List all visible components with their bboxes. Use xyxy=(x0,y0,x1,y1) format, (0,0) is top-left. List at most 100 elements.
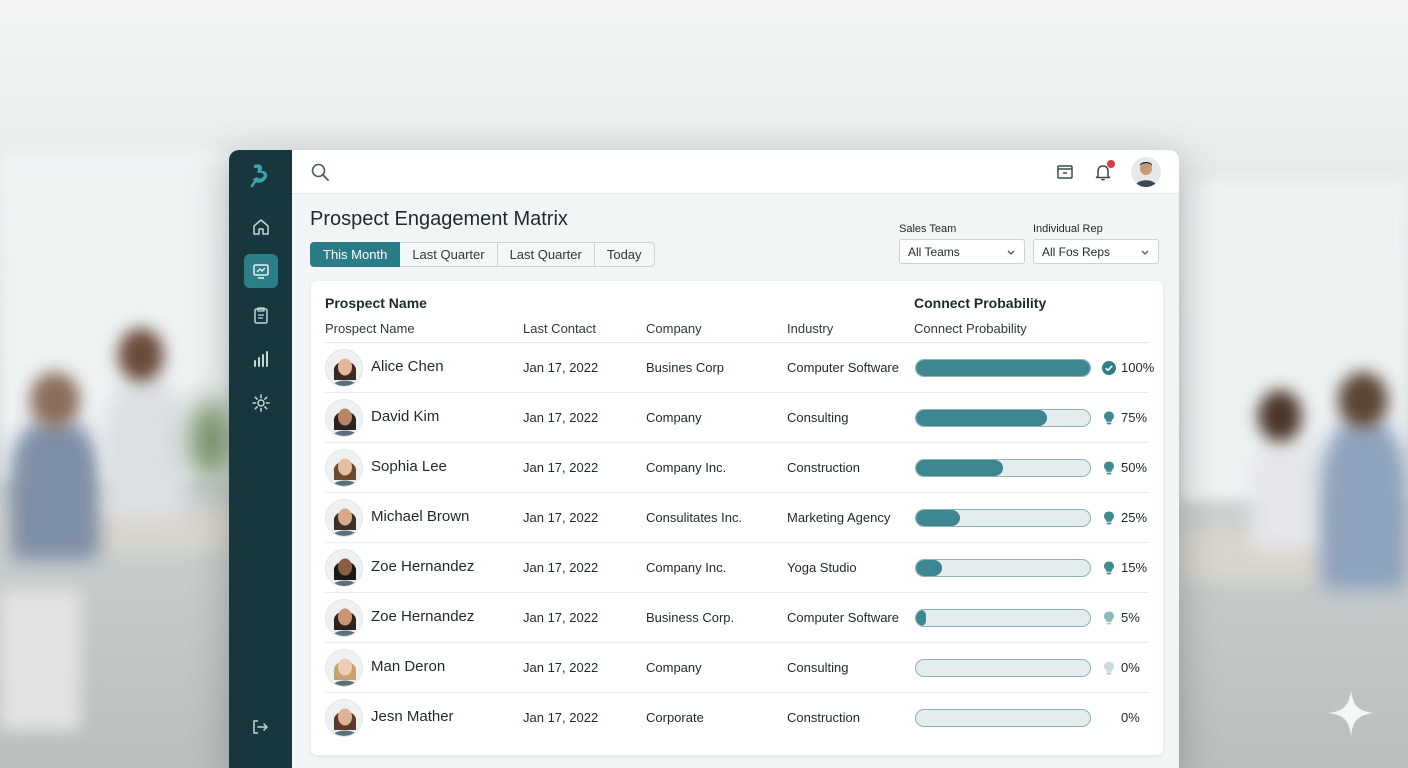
chevron-down-icon xyxy=(1007,250,1015,255)
prospect-name[interactable]: Michael Brown xyxy=(371,508,470,525)
nav-tasks[interactable] xyxy=(244,298,278,332)
probability-bar xyxy=(915,709,1091,727)
prospect-name[interactable]: Sophia Lee xyxy=(371,458,447,475)
prospect-name[interactable]: Man Deron xyxy=(371,658,446,675)
tab-last-quarter[interactable]: Last Quarter xyxy=(400,242,498,267)
chevron-down-icon xyxy=(1141,250,1149,255)
tab-today[interactable]: Today xyxy=(594,242,655,267)
table-body: Alice Chen Jan 17, 2022 Busines Corp Comput… xyxy=(311,343,1163,743)
prospect-name[interactable]: Jesn Mather xyxy=(371,708,454,725)
probability-bar-fill xyxy=(916,460,1003,476)
nav-analytics[interactable] xyxy=(244,342,278,376)
column-header-probability[interactable]: Connect Probability xyxy=(914,321,1027,336)
prospect-name[interactable]: Alice Chen xyxy=(371,358,444,375)
company: Busines Corp xyxy=(646,360,725,375)
prospect-table: Prospect Name Connect Probability Prospe… xyxy=(311,281,1163,755)
company: Business Corp. xyxy=(646,610,735,625)
industry: Computer Software xyxy=(787,360,899,375)
table-row[interactable]: Man Deron Jan 17, 2022 Company Consulting 0% xyxy=(325,643,1149,693)
nav-engagement[interactable] xyxy=(243,254,278,288)
engagement-icon xyxy=(252,264,269,279)
probability-bar xyxy=(915,359,1091,377)
lightbulb-icon xyxy=(1104,611,1114,625)
period-tabs: This Month Last Quarter Last Quarter Tod… xyxy=(310,242,1161,267)
page-title: Prospect Engagement Matrix xyxy=(310,208,568,230)
company: Company xyxy=(646,410,702,425)
nav-settings[interactable] xyxy=(244,386,278,420)
individual-rep-filter: Individual Rep All Fos Reps xyxy=(1033,223,1159,264)
content: Prospect Engagement Matrix This Month La… xyxy=(292,194,1179,768)
column-header-industry[interactable]: Industry xyxy=(787,321,834,336)
table-row[interactable]: David Kim Jan 17, 2022 Company Consulting 75… xyxy=(325,393,1149,443)
lightbulb-icon xyxy=(1104,411,1114,425)
column-header-name[interactable]: Prospect Name xyxy=(325,321,415,336)
chart-bars-icon xyxy=(253,351,268,367)
filters: Sales Team All Teams Individual Rep All … xyxy=(899,223,1388,264)
prospect-name[interactable]: Zoe Hernandez xyxy=(371,558,475,575)
probability-bar xyxy=(915,659,1091,677)
last-contact: Jan 17, 2022 xyxy=(523,510,599,525)
search-icon[interactable] xyxy=(310,162,330,182)
group-header-probability: Connect Probability xyxy=(914,295,1047,311)
user-avatar[interactable] xyxy=(1131,156,1161,187)
probability-value: 15% xyxy=(1121,560,1148,575)
column-header-company[interactable]: Company xyxy=(646,321,702,336)
industry: Consulting xyxy=(787,410,849,425)
notifications-button[interactable] xyxy=(1093,159,1115,182)
table-row[interactable]: Jesn Mather Jan 17, 2022 Corporate Construc… xyxy=(325,693,1149,743)
company: Company xyxy=(646,660,702,675)
probability-value: 75% xyxy=(1121,410,1148,425)
table-row[interactable]: Alice Chen Jan 17, 2022 Busines Corp Comput… xyxy=(325,343,1154,393)
sidebar xyxy=(229,150,292,768)
company: Consulitates Inc. xyxy=(646,510,743,525)
home-icon xyxy=(252,219,269,235)
tab-this-month[interactable]: This Month xyxy=(310,242,401,267)
industry: Construction xyxy=(787,710,860,725)
sales-team-select[interactable]: All Teams xyxy=(899,239,1025,264)
probability-bar xyxy=(915,409,1091,427)
avatar xyxy=(325,349,363,387)
main-area: Prospect Engagement Matrix This Month La… xyxy=(292,150,1179,768)
last-contact: Jan 17, 2022 xyxy=(523,360,599,375)
probability-bar xyxy=(915,609,1091,627)
tab-last-quarter-2[interactable]: Last Quarter xyxy=(497,242,595,267)
last-contact: Jan 17, 2022 xyxy=(523,410,599,425)
table-row[interactable]: Sophia Lee Jan 17, 2022 Company Inc. Constr… xyxy=(325,443,1149,493)
avatar xyxy=(325,399,363,437)
prospect-name[interactable]: Zoe Hernandez xyxy=(371,608,475,625)
probability-value: 0% xyxy=(1121,660,1140,675)
lightbulb-icon xyxy=(1104,561,1114,575)
individual-rep-select[interactable]: All Fos Reps xyxy=(1033,239,1159,264)
probability-value: 50% xyxy=(1121,460,1148,475)
table-row[interactable]: Zoe Hernandez Jan 17, 2022 Business Corp. C… xyxy=(325,593,1149,643)
table-row[interactable]: Zoe Hernandez Jan 17, 2022 Company Inc. Yog… xyxy=(325,543,1149,593)
probability-bar-fill xyxy=(916,510,960,526)
table-header: Prospect Name Connect Probability Prospe… xyxy=(325,281,1149,343)
industry: Computer Software xyxy=(787,610,899,625)
probability-bar xyxy=(915,459,1091,477)
table-row[interactable]: Michael Brown Jan 17, 2022 Consulitates In… xyxy=(325,493,1149,543)
column-header-last-contact[interactable]: Last Contact xyxy=(523,321,596,336)
avatar xyxy=(325,649,363,687)
individual-rep-label: Individual Rep xyxy=(1033,223,1103,235)
avatar xyxy=(325,449,363,487)
avatar xyxy=(325,499,363,537)
logout-button[interactable] xyxy=(243,710,277,744)
check-circle-icon xyxy=(1102,361,1116,375)
probability-bar-fill xyxy=(916,560,943,576)
avatar xyxy=(325,549,363,587)
probability-bar xyxy=(915,509,1091,527)
sales-team-label: Sales Team xyxy=(899,223,957,235)
clipboard-icon xyxy=(253,307,268,324)
industry: Marketing Agency xyxy=(787,510,891,525)
last-contact: Jan 17, 2022 xyxy=(523,660,599,675)
probability-bar-fill xyxy=(916,360,1090,376)
avatar xyxy=(325,699,363,737)
prospect-name[interactable]: David Kim xyxy=(371,408,440,425)
lightbulb-icon xyxy=(1104,511,1114,525)
inbox-icon[interactable] xyxy=(1055,162,1075,182)
probability-bar xyxy=(915,559,1091,577)
topbar-actions xyxy=(1055,156,1161,187)
nav-home[interactable] xyxy=(244,210,278,244)
